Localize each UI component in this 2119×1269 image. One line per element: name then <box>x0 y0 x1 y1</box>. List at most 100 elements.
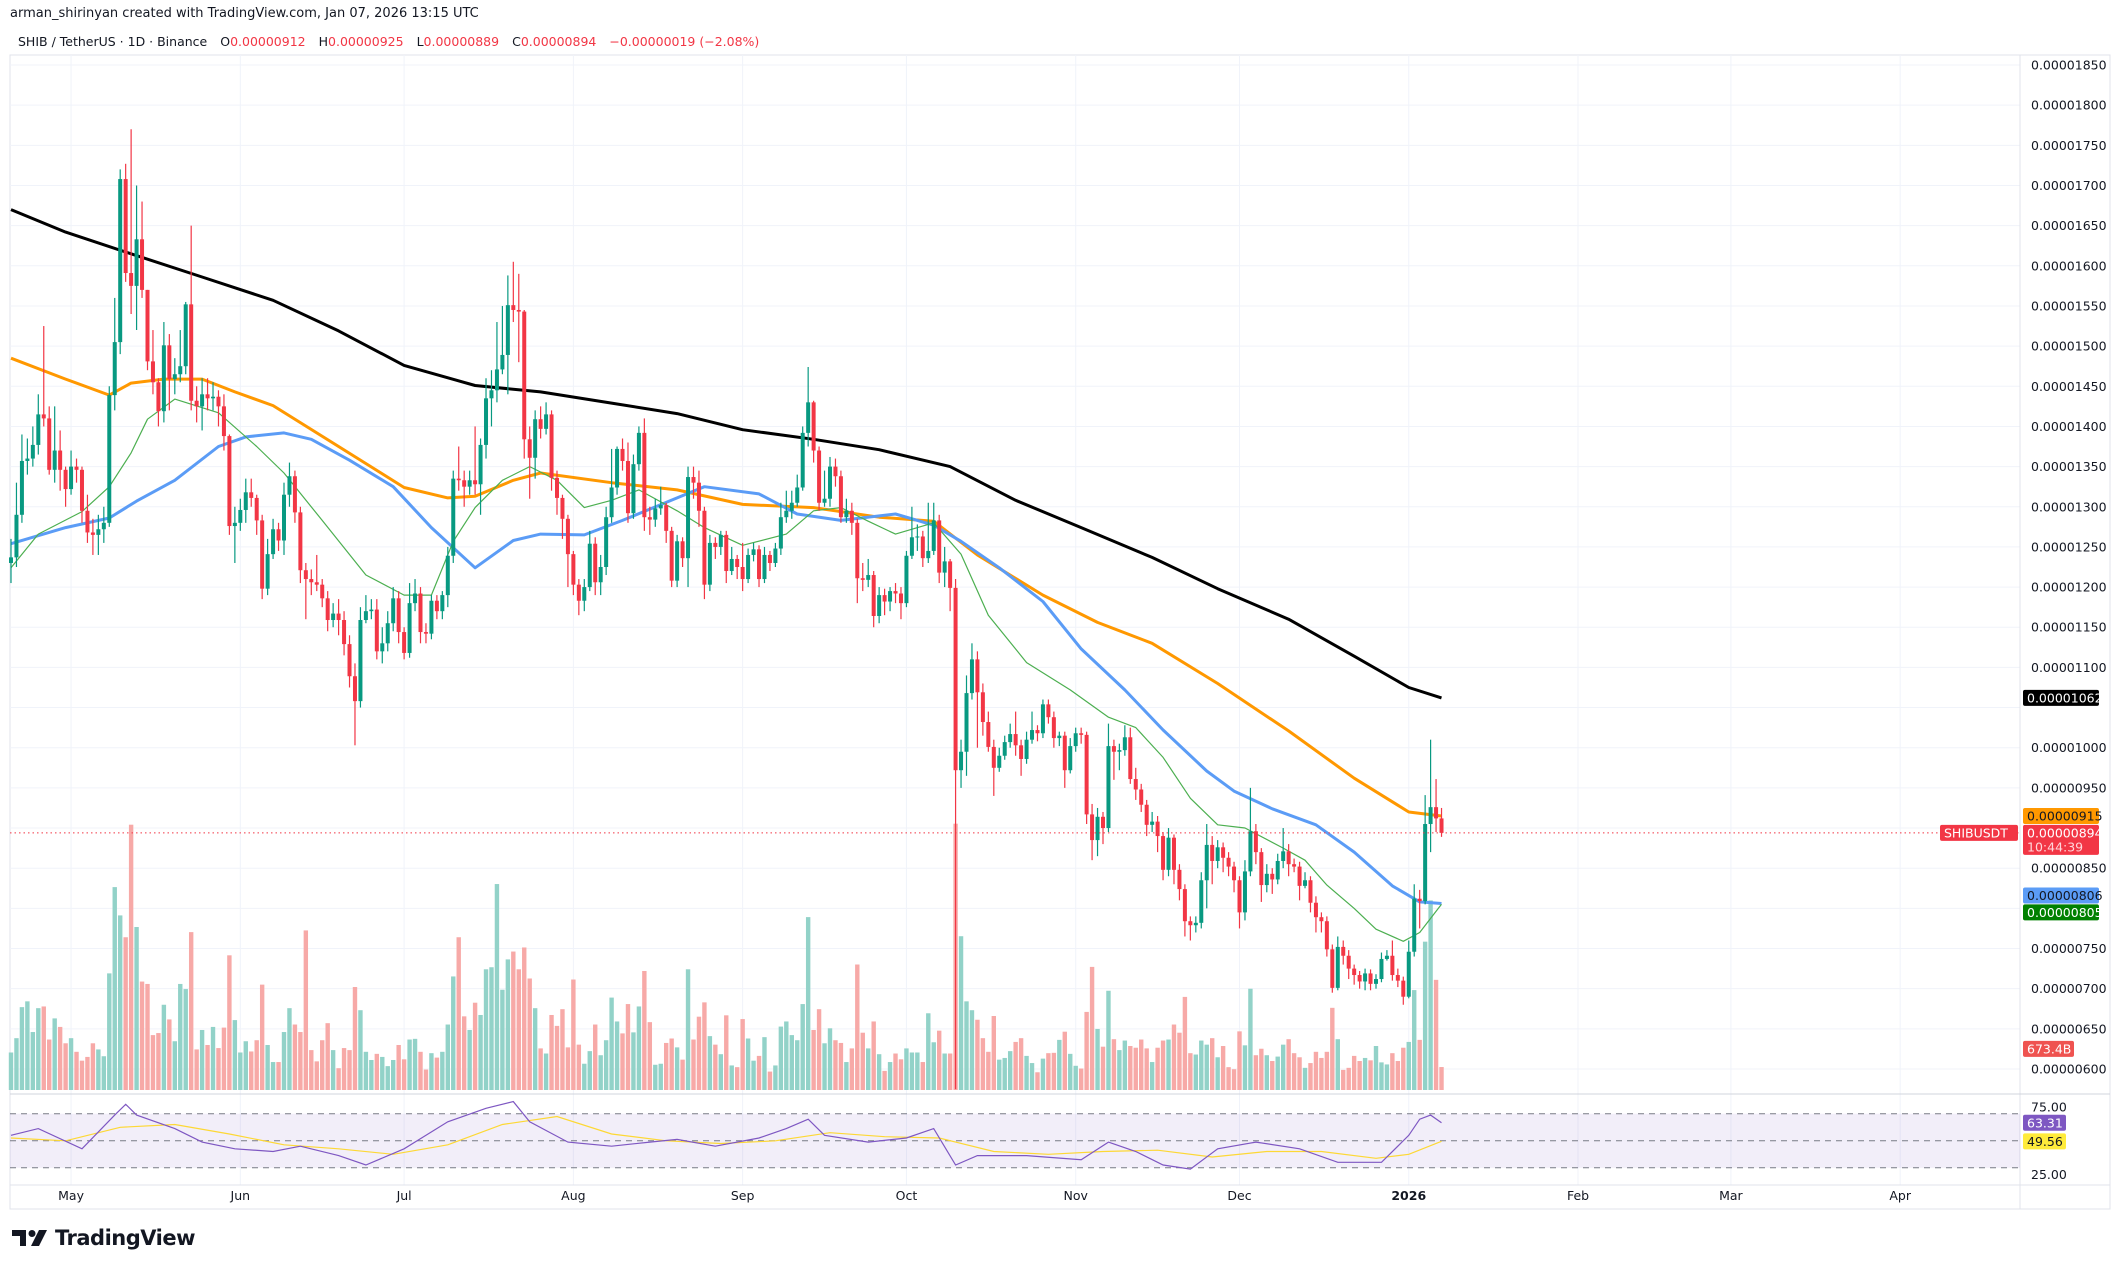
candle-body <box>893 591 898 594</box>
candle-body <box>784 510 789 518</box>
tradingview-logo[interactable]: TradingView <box>12 1226 195 1250</box>
volume-bar <box>1428 900 1433 1090</box>
candle-body <box>866 575 871 580</box>
candle <box>593 537 598 596</box>
candle <box>833 458 838 487</box>
volume-bar <box>811 1029 816 1090</box>
candle-body <box>522 311 527 440</box>
volume-tag-text: 673.4B <box>2027 1041 2071 1056</box>
volume-bar <box>259 984 265 1090</box>
candle <box>1101 811 1105 845</box>
chart-frame <box>9 54 2111 1210</box>
candle-body <box>817 450 822 503</box>
volume-bar <box>90 1043 96 1090</box>
candle-body <box>757 549 762 580</box>
candle <box>85 494 90 543</box>
volume-bar <box>860 1032 865 1090</box>
price-axis-label: 0.00001300 <box>2031 499 2107 514</box>
candle <box>1232 861 1237 893</box>
candle-body <box>828 466 832 499</box>
candle <box>1062 731 1067 788</box>
volume-bar <box>822 1043 827 1090</box>
candle-body <box>402 632 407 653</box>
candle <box>484 378 489 459</box>
price-tag: 0.00001062 <box>2023 689 2103 706</box>
volume-bar <box>1057 1039 1062 1090</box>
candle <box>1166 828 1171 877</box>
volume-bar <box>756 1055 762 1090</box>
volume-bar <box>1007 1051 1013 1090</box>
volume-bar <box>401 1059 407 1090</box>
candle-body <box>931 520 936 551</box>
candle-body <box>172 374 177 380</box>
candle-body <box>724 534 729 572</box>
volume-bar <box>188 932 194 1090</box>
candle-body <box>1270 873 1275 880</box>
volume-bar <box>1412 990 1417 1090</box>
volume-bar <box>1013 1041 1018 1090</box>
candle <box>544 402 549 435</box>
candle <box>1024 731 1029 764</box>
volume-bar <box>1280 1044 1286 1090</box>
current-price-tag-background <box>2023 824 2099 855</box>
candle <box>467 470 472 495</box>
candle-body <box>1434 807 1439 819</box>
volume-bar <box>380 1056 385 1090</box>
candle <box>445 546 450 608</box>
time-axis-label: Aug <box>561 1188 585 1203</box>
candle <box>79 466 84 523</box>
candle <box>926 502 931 563</box>
candle-body <box>271 529 276 555</box>
candle <box>1150 811 1155 833</box>
volume-bar <box>112 887 117 1090</box>
candle <box>582 579 587 612</box>
candle <box>150 330 155 395</box>
volume-bar <box>396 1044 401 1090</box>
volume-bar <box>532 1008 538 1090</box>
candle <box>167 334 172 411</box>
candle-body <box>713 542 718 547</box>
candle <box>1177 864 1182 901</box>
candle <box>817 446 822 511</box>
volume-bar <box>1330 1007 1335 1090</box>
candle <box>47 406 52 475</box>
candle-body <box>1346 955 1351 969</box>
volume-bar <box>587 1051 592 1090</box>
candle <box>1084 731 1089 825</box>
volume-bar <box>778 1026 784 1090</box>
symbol-title[interactable]: SHIB / TetherUS · 1D · Binance <box>18 34 208 49</box>
volume-bar <box>25 1001 30 1090</box>
candle-body <box>140 239 145 290</box>
candle-body <box>1095 816 1100 841</box>
candle <box>1002 735 1007 760</box>
candle-body <box>1161 836 1166 870</box>
volume-bar <box>795 1040 800 1090</box>
candle-body <box>150 361 155 383</box>
volume-bar <box>674 1047 680 1090</box>
candle-body <box>391 598 396 624</box>
time-axis-label: Apr <box>1889 1188 1911 1203</box>
candle-body <box>1002 742 1007 756</box>
candle <box>838 470 843 523</box>
candle-body <box>898 593 903 604</box>
candle-body <box>1133 779 1138 790</box>
candle <box>920 530 925 567</box>
candle-body <box>134 239 139 286</box>
candle <box>402 627 407 660</box>
candle <box>243 478 248 523</box>
candle <box>1357 971 1362 989</box>
volume-bar <box>374 1053 380 1090</box>
candle <box>1259 848 1264 902</box>
candle-body <box>1150 821 1155 825</box>
candle <box>1324 916 1329 957</box>
volume-bar <box>74 1051 79 1090</box>
price-axis-label: 0.00001150 <box>2031 620 2107 635</box>
candle-body <box>1368 973 1373 984</box>
volume-bar <box>210 1026 216 1090</box>
volume-bar <box>363 1051 369 1090</box>
candle-body <box>877 595 882 616</box>
candle-body <box>1417 898 1422 902</box>
candle-body <box>249 492 254 498</box>
price-axis-label: 0.00001250 <box>2031 539 2107 554</box>
